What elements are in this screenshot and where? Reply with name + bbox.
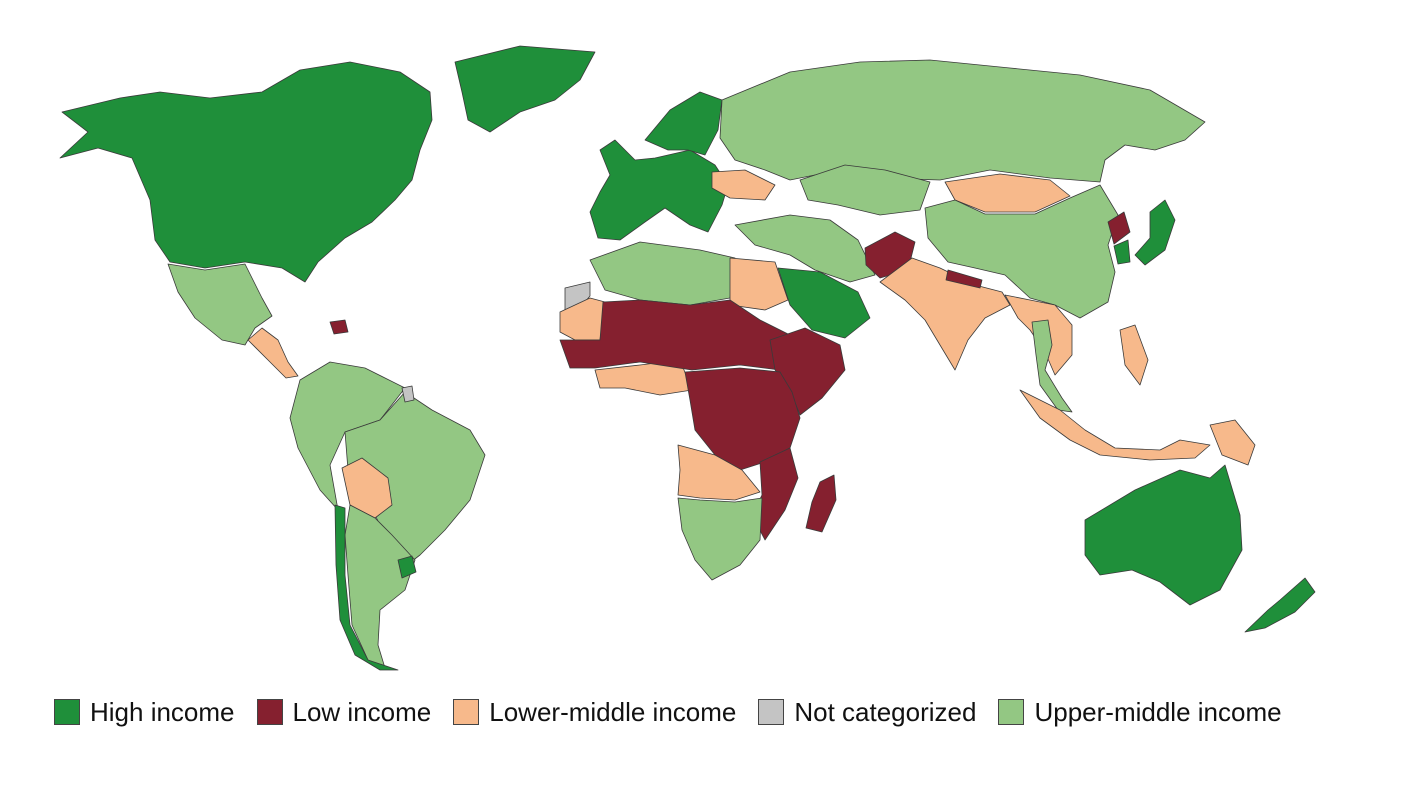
region-north-america (59, 61, 433, 283)
region-new-zealand (1244, 577, 1316, 633)
region-chile (334, 504, 399, 671)
region-philippines (1119, 324, 1149, 386)
legend-item-not-categorized: Not categorized (758, 697, 976, 728)
region-north-korea (1107, 211, 1131, 245)
legend-item-lower-middle-income: Lower-middle income (453, 697, 736, 728)
legend-swatch-high-income (54, 699, 80, 725)
region-french-guiana (401, 385, 415, 403)
region-uruguay (397, 555, 417, 579)
region-nepal (945, 269, 983, 289)
region-egypt (729, 257, 789, 311)
region-angola-zambia (677, 444, 761, 501)
legend-label-upper-middle-income: Upper-middle income (1034, 696, 1282, 727)
region-western-europe (589, 139, 729, 241)
legend-label-high-income: High income (90, 696, 235, 727)
region-thailand-malaysia (1031, 319, 1073, 413)
region-india (879, 257, 1011, 371)
region-china (924, 184, 1119, 319)
region-australia (1084, 464, 1243, 606)
region-japan (1134, 199, 1176, 266)
world-income-map (59, 45, 1316, 671)
region-algeria-libya (589, 241, 736, 306)
region-south-korea (1113, 239, 1131, 265)
legend-swatch-upper-middle-income (998, 699, 1025, 725)
legend-label-low-income: Low income (292, 696, 432, 727)
region-russia (719, 59, 1206, 183)
region-kazakhstan (799, 164, 931, 216)
legend-item-upper-middle-income: Upper-middle income (998, 696, 1282, 728)
legend-item-high-income: High income (54, 697, 235, 728)
legend-label-lower-middle-income: Lower-middle income (489, 696, 737, 727)
region-argentina (344, 504, 416, 669)
legend-item-low-income: Low income (256, 696, 432, 728)
region-mexico (167, 263, 273, 346)
region-ukraine (711, 169, 776, 201)
region-southern-africa (677, 497, 763, 581)
legend-swatch-lower-middle-income (453, 699, 480, 725)
region-madagascar (805, 474, 837, 533)
region-saudi-arabia (777, 267, 871, 339)
legend-swatch-not-categorized (758, 699, 785, 725)
legend-swatch-low-income (256, 699, 283, 725)
region-haiti (329, 319, 349, 335)
region-indonesia (1019, 389, 1211, 461)
legend: High income Low income Lower-middle inco… (54, 696, 1282, 728)
region-central-america (247, 327, 299, 379)
region-south-america-other (289, 361, 406, 511)
region-turkey-iran (734, 214, 876, 283)
region-greenland (454, 45, 596, 133)
region-scandinavia (644, 91, 723, 156)
region-papua-new-guinea (1209, 419, 1256, 466)
legend-label-not-categorized: Not categorized (794, 696, 977, 727)
